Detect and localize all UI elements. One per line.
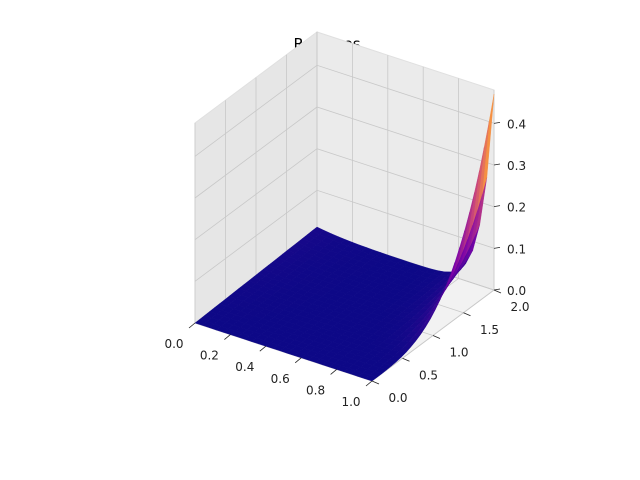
x-tick-label: 0.2 [200, 349, 219, 363]
z-tick [493, 246, 501, 249]
z-gridline [194, 148, 495, 241]
surface [194, 94, 495, 382]
y-tick-label: 0.0 [388, 391, 407, 405]
z-tick [493, 288, 501, 291]
y-tick [463, 312, 471, 317]
y-tick-label: 1.5 [480, 323, 499, 337]
x-tick [294, 357, 302, 364]
z-tick-label: 0.3 [507, 159, 526, 173]
z-tick [493, 121, 501, 124]
x-tick-label: 1.0 [341, 395, 360, 409]
x-tick-label: 0.4 [235, 360, 254, 374]
z-gridline [194, 106, 495, 199]
y-tick [371, 380, 380, 385]
x-tick [330, 369, 337, 375]
x-tick-label: 0.8 [306, 383, 325, 397]
z-gridline [194, 189, 495, 282]
y-tick-label: 2.0 [510, 300, 529, 314]
x-tick [259, 345, 267, 352]
x-tick-label: 0.6 [271, 372, 290, 386]
x-tick [224, 334, 231, 340]
x-tick-label: 0.0 [164, 337, 183, 351]
x-tick [365, 380, 373, 387]
z-tick-label: 0.4 [507, 117, 526, 131]
z-tick-label: 0.2 [507, 201, 526, 215]
y-tick [402, 357, 410, 362]
y-tick [493, 289, 502, 294]
surface-patch [364, 374, 378, 382]
y-tick-label: 1.0 [449, 346, 468, 360]
x-tick [188, 322, 196, 329]
y-tick [432, 335, 441, 339]
z-tick [493, 205, 501, 208]
z-tick [493, 163, 501, 166]
z-tick-label: 0.0 [507, 284, 526, 298]
y-tick-label: 0.5 [419, 368, 438, 382]
z-tick-label: 0.1 [507, 242, 526, 256]
axis-ticks: 0.0 0.2 0.4 0.6 0.8 1.0 0.0 0.5 1.0 1.5 2.0 0.0 0.1 0… [164, 117, 529, 409]
z-gridline [194, 64, 495, 157]
